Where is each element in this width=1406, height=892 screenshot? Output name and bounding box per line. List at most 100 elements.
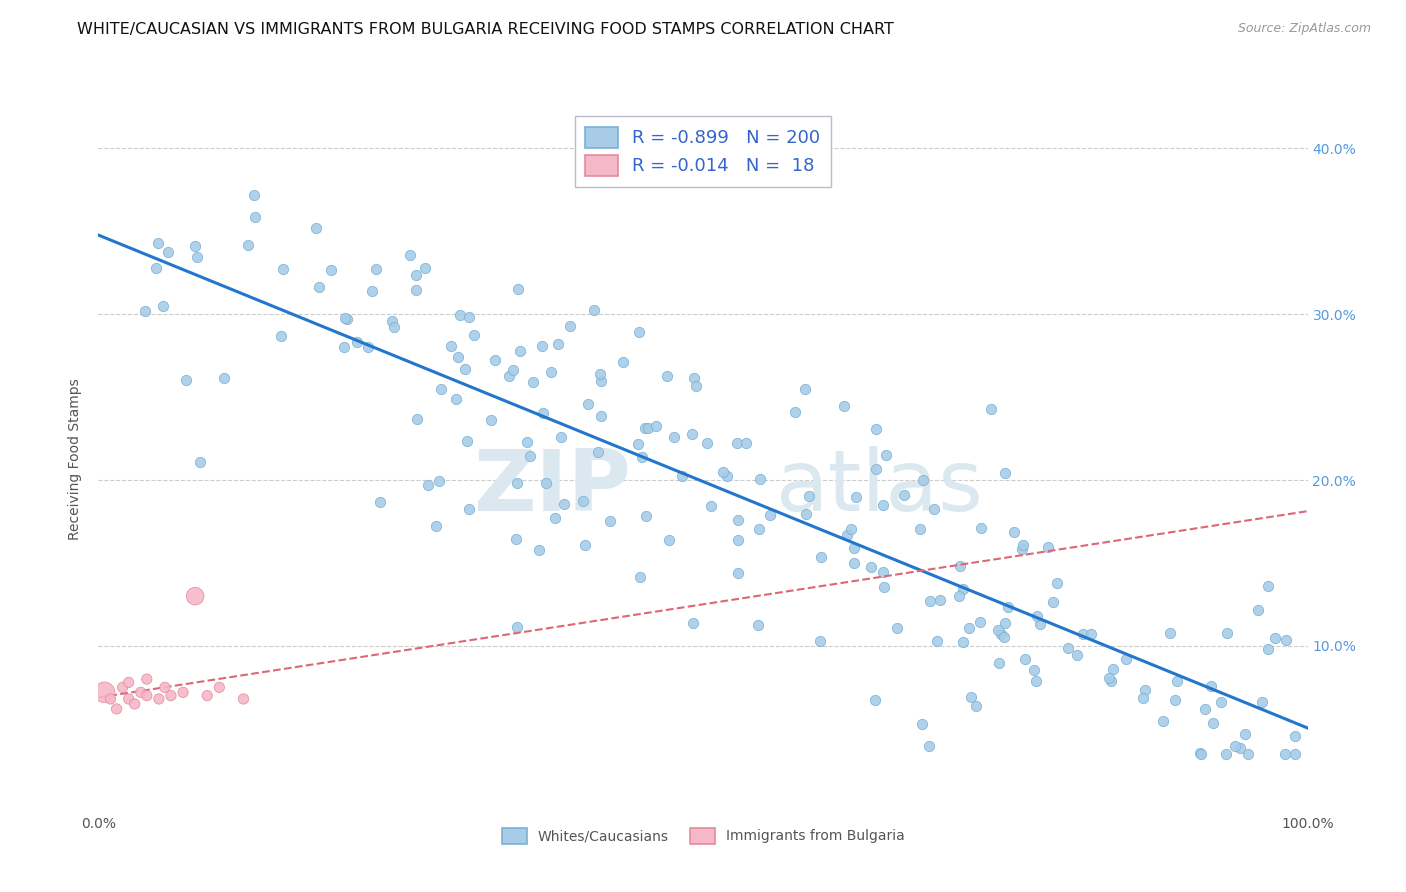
Point: [399, 248, 422, 262]
Point: [430, 382, 453, 396]
Point: [440, 338, 463, 352]
Y-axis label: Receiving Food Stamps: Receiving Food Stamps: [69, 378, 83, 541]
Point: [1029, 617, 1052, 632]
Point: [534, 475, 557, 490]
Point: [716, 469, 738, 483]
Point: [727, 566, 749, 580]
Point: [747, 617, 769, 632]
Point: [682, 615, 704, 630]
Point: [519, 449, 541, 463]
Point: [908, 522, 931, 536]
Point: [1038, 540, 1060, 554]
Point: [1066, 648, 1088, 662]
Point: [886, 621, 908, 635]
Point: [628, 325, 651, 339]
Point: [872, 565, 894, 579]
Point: [336, 312, 359, 326]
Text: Source: ZipAtlas.com: Source: ZipAtlas.com: [1237, 22, 1371, 36]
Point: [1022, 663, 1045, 677]
Point: [484, 353, 506, 368]
Point: [980, 401, 1002, 416]
Point: [1251, 695, 1274, 709]
Point: [381, 314, 404, 328]
Point: [333, 340, 356, 354]
Point: [319, 263, 342, 277]
Point: [1080, 626, 1102, 640]
Point: [135, 689, 157, 703]
Point: [447, 350, 470, 364]
Point: [1002, 525, 1025, 540]
Point: [586, 445, 609, 459]
Point: [1201, 679, 1223, 693]
Point: [1132, 690, 1154, 705]
Point: [550, 430, 572, 444]
Point: [987, 623, 1010, 637]
Point: [664, 430, 686, 444]
Point: [174, 373, 197, 387]
Point: [1264, 631, 1286, 645]
Point: [865, 422, 887, 436]
Point: [589, 409, 612, 423]
Point: [406, 412, 429, 426]
Point: [970, 521, 993, 535]
Point: [1211, 695, 1233, 709]
Point: [506, 475, 529, 490]
Point: [505, 532, 527, 546]
Point: [727, 513, 749, 527]
Point: [357, 340, 380, 354]
Point: [842, 556, 865, 570]
Point: [797, 489, 820, 503]
Point: [547, 337, 569, 351]
Point: [427, 475, 450, 489]
Point: [758, 508, 780, 523]
Point: [683, 371, 706, 385]
Point: [152, 299, 174, 313]
Point: [157, 245, 180, 260]
Point: [454, 362, 477, 376]
Text: atlas: atlas: [776, 446, 984, 529]
Point: [865, 462, 887, 476]
Point: [993, 630, 1015, 644]
Point: [305, 221, 328, 235]
Point: [522, 376, 544, 390]
Point: [700, 500, 723, 514]
Point: [626, 437, 648, 451]
Point: [450, 308, 472, 322]
Point: [1115, 652, 1137, 666]
Point: [576, 397, 599, 411]
Point: [416, 477, 439, 491]
Point: [270, 329, 292, 343]
Point: [236, 237, 259, 252]
Legend: Whites/Caucasians, Immigrants from Bulgaria: Whites/Caucasians, Immigrants from Bulga…: [495, 821, 911, 851]
Point: [129, 685, 152, 699]
Point: [922, 501, 945, 516]
Point: [1099, 673, 1122, 688]
Point: [959, 690, 981, 704]
Point: [405, 268, 427, 282]
Point: [1166, 674, 1188, 689]
Point: [184, 239, 207, 253]
Point: [308, 280, 330, 294]
Point: [927, 633, 949, 648]
Point: [911, 717, 934, 731]
Point: [655, 369, 678, 384]
Point: [794, 507, 817, 521]
Point: [928, 592, 950, 607]
Point: [987, 656, 1010, 670]
Point: [560, 318, 582, 333]
Point: [681, 427, 703, 442]
Point: [148, 236, 170, 251]
Point: [952, 635, 974, 649]
Point: [1229, 741, 1251, 756]
Point: [93, 685, 115, 699]
Point: [863, 693, 886, 707]
Point: [1215, 626, 1237, 640]
Point: [366, 261, 388, 276]
Point: [873, 580, 896, 594]
Point: [184, 589, 207, 603]
Point: [1201, 716, 1223, 731]
Point: [457, 502, 479, 516]
Point: [368, 495, 391, 509]
Point: [808, 633, 831, 648]
Point: [645, 418, 668, 433]
